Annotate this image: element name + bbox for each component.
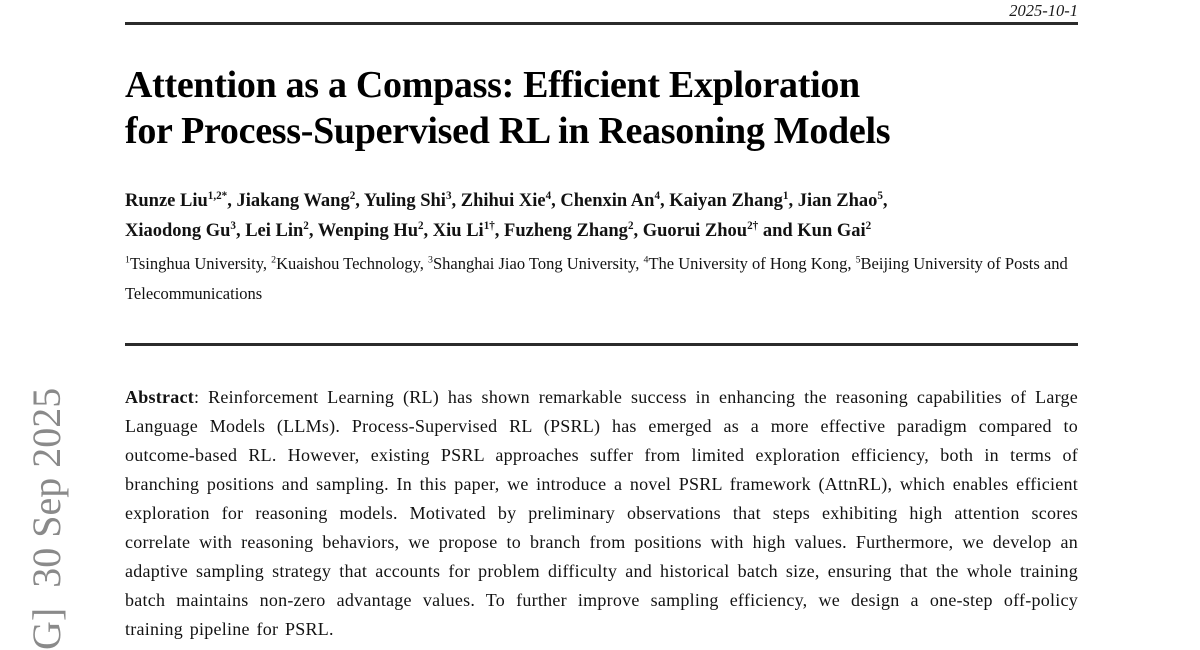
section-divider — [125, 343, 1078, 346]
affiliations: 1Tsinghua University, 2Kuaishou Technolo… — [125, 254, 1068, 303]
authors-line-1: Runze Liu1,2*, Jiakang Wang2, Yuling Shi… — [125, 189, 888, 211]
header-date: 2025-10-1 — [1009, 1, 1078, 20]
arxiv-watermark: G] 30 Sep 2025 — [24, 387, 69, 650]
authors-line-2: Xiaodong Gu3, Lei Lin2, Wenping Hu2, Xiu… — [125, 219, 872, 241]
authors-block: Runze Liu1,2*, Jiakang Wang2, Yuling Shi… — [125, 186, 1078, 246]
paper-title: Attention as a Compass: Efficient Explor… — [125, 64, 891, 152]
abstract-paragraph: Abstract: Reinforcement Learning (RL) ha… — [125, 387, 1078, 639]
header-rule — [125, 22, 1078, 25]
